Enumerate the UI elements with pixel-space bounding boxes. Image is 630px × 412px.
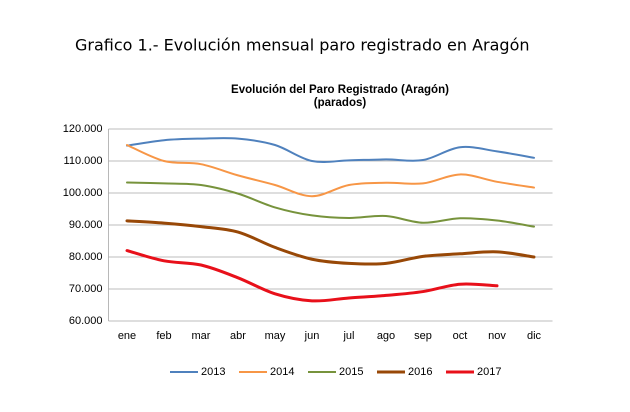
chart-title: Evolución del Paro Registrado (Aragón) [231,84,449,96]
x-tick-label: feb [156,330,171,342]
legend-label: 2014 [270,366,294,378]
y-tick-label: 60.000 [69,315,103,327]
y-tick-label: 110.000 [64,155,103,167]
x-tick-label: oct [453,330,468,342]
chart-subtitle: (parados) [314,97,367,109]
x-tick-label: dic [527,330,542,342]
legend-label: 2015 [339,366,363,378]
series-line [126,137,535,164]
legend-label: 2016 [408,366,432,378]
y-tick-label: 80.000 [69,251,103,263]
y-tick-label: 100.000 [63,187,103,199]
y-tick-label: 90.000 [69,219,103,231]
legend-label: 2017 [477,366,501,378]
x-tick-label: jul [342,330,354,342]
x-tick-label: sep [414,330,432,342]
x-tick-label: abr [230,330,246,342]
x-tick-label: jun [304,330,320,342]
y-tick-label: 70.000 [69,283,103,295]
x-tick-label: ago [377,330,395,342]
heading: Grafico 1.- Evolución mensual paro regis… [75,36,530,55]
y-tick-label: 120.000 [63,123,103,135]
series-line [126,181,535,228]
x-tick-label: nov [488,330,506,342]
x-tick-label: mar [192,330,211,342]
legend-label: 2013 [201,366,225,378]
series-line [126,144,535,198]
series-line [125,219,536,266]
series-line [125,249,499,303]
x-tick-label: ene [118,330,136,342]
x-tick-label: may [265,330,286,342]
